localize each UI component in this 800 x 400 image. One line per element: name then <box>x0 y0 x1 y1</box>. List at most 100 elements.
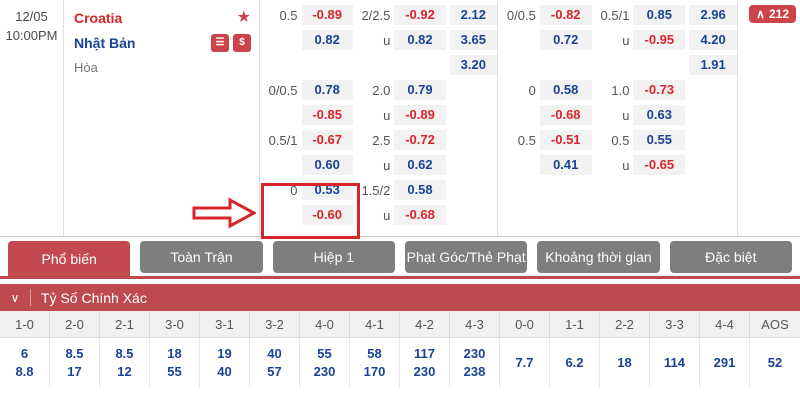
handicap-odds-cell[interactable]: -0.82 <box>539 5 592 25</box>
score-odds-cell[interactable]: 55 230 <box>300 338 350 388</box>
ou-odds-cell[interactable]: -0.89 <box>394 105 446 125</box>
score-odds-value[interactable]: 17 <box>67 364 82 379</box>
ou-odds-cell[interactable]: 0.85 <box>633 5 686 25</box>
ou-odds-cell[interactable]: -0.72 <box>394 130 446 150</box>
handicap-odds-cell[interactable]: 0.58 <box>539 80 592 100</box>
handicap-odds-cell[interactable]: -0.60 <box>301 205 353 225</box>
odds-row: 1.91 <box>500 55 737 75</box>
handicap-odds-cell[interactable]: 0.53 <box>301 180 353 200</box>
home-team-name[interactable]: Croatia <box>74 9 123 26</box>
score-odds-value[interactable]: 18 <box>617 355 632 370</box>
score-odds-value[interactable]: 12 <box>117 364 132 379</box>
score-odds-value[interactable]: 7.7 <box>515 355 534 370</box>
score-odds-value[interactable]: 57 <box>267 364 282 379</box>
handicap-odds-cell[interactable]: 0.41 <box>539 155 592 175</box>
ou-line-label: 2/2.5 <box>361 7 391 23</box>
tab-pho-bien[interactable]: Phổ biến <box>8 241 131 276</box>
score-odds-cell[interactable]: 8.5 17 <box>50 338 100 388</box>
score-odds-cell[interactable]: 40 57 <box>250 338 300 388</box>
stats-icon[interactable]: ☰ <box>211 33 229 52</box>
correct-score-header-bar[interactable]: ∨ Tỷ Số Chính Xác <box>0 284 800 311</box>
score-odds-value[interactable]: 6.2 <box>565 355 584 370</box>
tab-toan-tran[interactable]: Toàn Trận <box>140 241 263 273</box>
score-odds-value[interactable]: 6 <box>20 346 29 361</box>
handicap-odds-cell[interactable]: 0.82 <box>301 30 353 50</box>
chevron-down-icon[interactable]: ∨ <box>10 290 20 305</box>
x2-odds-cell[interactable]: 2.12 <box>449 5 497 25</box>
score-odds-value[interactable]: 230 <box>413 364 436 379</box>
score-odds-value[interactable]: 238 <box>463 364 486 379</box>
x2-odds-cell <box>689 80 737 100</box>
ou-odds-cell[interactable]: 0.58 <box>394 180 446 200</box>
score-odds-cell[interactable]: 6 8.8 <box>0 338 50 388</box>
tab-khoang-thoi-gian[interactable]: Khoảng thời gian <box>537 241 660 273</box>
handicap-odds-cell[interactable]: 0.60 <box>301 155 353 175</box>
score-odds-value[interactable]: 58 <box>367 346 382 361</box>
score-odds-value[interactable]: 40 <box>217 364 232 379</box>
score-odds-value[interactable]: 8.8 <box>15 364 34 379</box>
score-odds-value[interactable]: 291 <box>713 355 736 370</box>
score-odds-cell[interactable]: 18 55 <box>150 338 200 388</box>
score-odds-value[interactable]: 52 <box>767 355 783 370</box>
x2-odds-cell[interactable]: 2.96 <box>689 5 737 25</box>
score-odds-cell[interactable]: 291 <box>700 338 750 388</box>
score-odds-value[interactable]: 18 <box>167 346 182 361</box>
score-odds-cell[interactable]: 52 <box>750 338 800 388</box>
ou-odds-cell[interactable]: 0.62 <box>394 155 446 175</box>
score-odds-cell[interactable]: 114 <box>650 338 700 388</box>
tab-phat-goc-the-phat[interactable]: Phạt Góc/Thẻ Phạt <box>404 241 528 273</box>
handicap-odds-cell[interactable]: -0.67 <box>301 130 353 150</box>
handicap-odds-cell[interactable]: 0.78 <box>301 80 353 100</box>
handicap-line-label: 0.5 <box>279 7 298 23</box>
ou-odds-cell[interactable]: -0.92 <box>394 5 446 25</box>
ou-odds-cell[interactable]: -0.73 <box>633 80 686 100</box>
handicap-odds-cell[interactable]: -0.89 <box>301 5 353 25</box>
score-odds-cell[interactable]: 7.7 <box>500 338 550 388</box>
away-team-name[interactable]: Nhật Bản <box>74 34 136 51</box>
score-odds-cell[interactable]: 19 40 <box>200 338 250 388</box>
tab--ac-biet[interactable]: Đặc biệt <box>669 241 792 273</box>
x2-odds-cell <box>450 205 497 225</box>
handicap-odds-cell[interactable]: -0.85 <box>301 105 353 125</box>
score-odds-cell[interactable]: 230 238 <box>450 338 500 388</box>
score-odds-value[interactable]: 19 <box>217 346 232 361</box>
score-odds-value[interactable]: 117 <box>414 346 435 361</box>
score-odds-value[interactable]: 170 <box>363 364 386 379</box>
score-odds-cell[interactable]: 8.5 12 <box>100 338 150 388</box>
x2-odds-cell[interactable]: 3.20 <box>449 55 497 75</box>
ou-line-label: 0.5/1 <box>600 7 630 23</box>
handicap-odds-cell[interactable]: 0.72 <box>539 30 592 50</box>
header-divider <box>30 289 31 306</box>
score-odds-cell[interactable]: 117 230 <box>400 338 450 388</box>
score-odds-value[interactable]: 55 <box>167 364 182 379</box>
handicap-line-label: 0 <box>528 82 536 98</box>
score-odds-value[interactable]: 40 <box>267 346 282 361</box>
score-odds-value[interactable]: 230 <box>313 364 336 379</box>
x2-odds-cell[interactable]: 4.20 <box>689 30 737 50</box>
market-count-badge[interactable]: ∧ 212 <box>749 5 796 23</box>
handicap-odds-cell[interactable]: -0.51 <box>539 130 592 150</box>
ou-odds-cell[interactable]: 0.79 <box>394 80 446 100</box>
score-odds-cell[interactable]: 18 <box>600 338 650 388</box>
ou-odds-cell[interactable]: -0.68 <box>394 205 446 225</box>
handicap-odds-cell[interactable]: -0.68 <box>539 105 592 125</box>
ou-odds-cell[interactable]: 0.63 <box>633 105 686 125</box>
score-odds-value[interactable]: 55 <box>317 346 332 361</box>
favorite-star-icon[interactable]: ★ <box>236 8 251 26</box>
dollar-icon[interactable]: $ <box>233 33 251 52</box>
score-odds-cell[interactable]: 58 170 <box>350 338 400 388</box>
x2-odds-cell[interactable]: 3.65 <box>449 30 497 50</box>
ou-line-label: u <box>383 207 391 223</box>
ou-odds-cell[interactable]: 0.82 <box>394 30 446 50</box>
score-odds-value[interactable]: 8.5 <box>65 346 84 361</box>
score-odds-cell[interactable]: 6.2 <box>550 338 600 388</box>
score-odds-value[interactable]: 8.5 <box>115 346 134 361</box>
ou-odds-cell[interactable]: 0.55 <box>633 130 686 150</box>
ou-odds-cell[interactable]: -0.65 <box>633 155 686 175</box>
tab-hiep-1[interactable]: Hiệp 1 <box>272 241 395 273</box>
score-column-header: 3-0 <box>150 311 200 337</box>
ou-odds-cell[interactable]: -0.95 <box>633 30 686 50</box>
score-odds-value[interactable]: 230 <box>463 346 486 361</box>
score-odds-value[interactable]: 114 <box>664 355 685 370</box>
x2-odds-cell[interactable]: 1.91 <box>689 55 737 75</box>
